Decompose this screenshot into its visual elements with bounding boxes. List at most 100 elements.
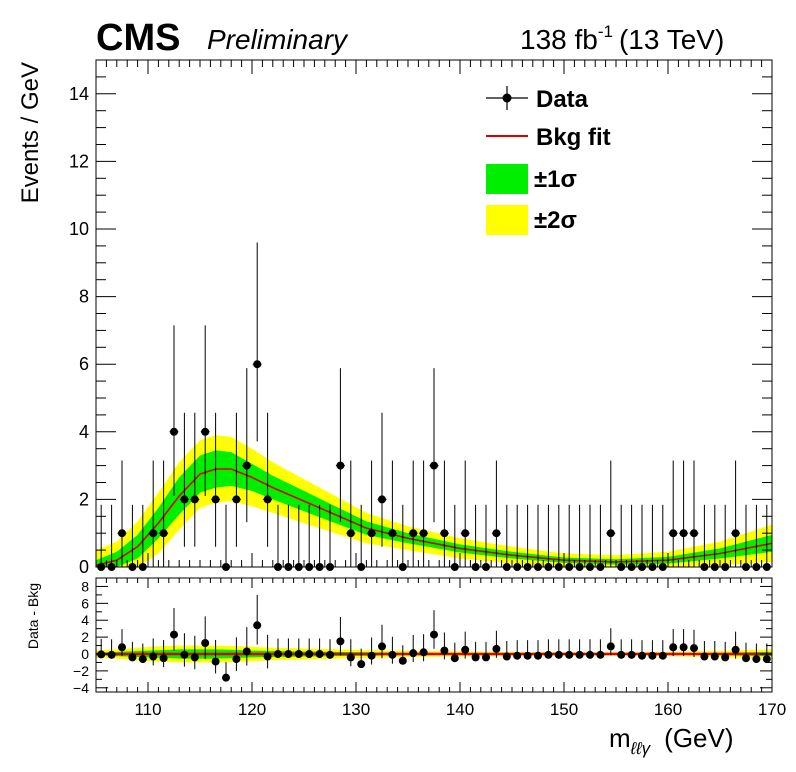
bkg-fit-line [95, 468, 773, 567]
residual-point [149, 652, 158, 661]
legend: Data Bkg fit ±1σ ±2σ [486, 86, 611, 235]
x-tick-label: 120 [238, 700, 266, 719]
legend-data-marker [502, 93, 512, 103]
residual-point [721, 653, 730, 662]
residual-point [242, 647, 251, 656]
residual-point [388, 650, 397, 659]
data-point [731, 529, 740, 538]
bkg-2sigma-band [96, 435, 772, 567]
residual-point [492, 644, 501, 653]
residual-point [201, 639, 210, 648]
residual-point [575, 650, 584, 659]
data-point [367, 529, 376, 538]
residual-point [138, 655, 147, 664]
residual-point [346, 653, 355, 662]
residual-point [409, 649, 418, 658]
main-y-tick-label: 8 [79, 287, 89, 307]
data-point [669, 529, 678, 538]
x-tick-label: 130 [342, 700, 370, 719]
residual-point [118, 643, 126, 652]
residual-point [742, 654, 750, 663]
residual-point [378, 642, 386, 651]
residual-point [627, 650, 636, 659]
data-point [159, 529, 168, 538]
data-point [346, 529, 355, 538]
ratio-y-tick-label: 4 [81, 612, 89, 628]
residual-point [669, 643, 678, 652]
residual-point [190, 653, 199, 662]
residual-point [596, 650, 605, 659]
residual-point [336, 637, 345, 646]
residual-point [502, 652, 511, 661]
ratio-y-tick-label: −2 [73, 663, 89, 679]
main-ylabel: Events / GeV [17, 62, 44, 203]
data-point [149, 529, 158, 538]
residual-point [263, 652, 272, 661]
residual-point [294, 650, 303, 658]
residual-point [617, 650, 626, 659]
residual-point [159, 654, 168, 663]
main-y-tick-label: 10 [69, 219, 89, 239]
main-y-tick-label: 12 [69, 151, 89, 171]
experiment-label: CMS [96, 17, 180, 59]
data-point [606, 529, 615, 538]
residual-point [315, 650, 324, 658]
residual-point [762, 655, 771, 664]
residual-point [523, 651, 532, 660]
ratio-y-tick-label: −4 [73, 680, 89, 696]
main-y-tick-label: 0 [79, 557, 89, 577]
residual-point [357, 660, 366, 669]
residual-point [638, 651, 646, 660]
residual-point [222, 673, 230, 682]
ratio-y-tick-label: 2 [81, 629, 89, 645]
residual-point [461, 645, 470, 654]
data-point [170, 427, 178, 436]
legend-sigma1-swatch [486, 164, 528, 194]
data-point [679, 529, 688, 538]
status-label: Preliminary [207, 24, 349, 55]
residual-point [253, 621, 262, 630]
data-point [232, 495, 241, 504]
ratio-y-tick-label: 6 [81, 595, 89, 611]
lumi-label: 138 fb-1 (13 TeV) [520, 22, 724, 55]
ratio-y-tick-label: 0 [81, 646, 89, 662]
residual-point [731, 645, 740, 654]
residual-point [471, 653, 480, 662]
main-y-tick-label: 14 [69, 84, 89, 104]
residual-point [274, 650, 282, 658]
residual-point [128, 653, 137, 662]
x-tick-label: 160 [654, 700, 682, 719]
residual-point [430, 630, 438, 639]
data-point [211, 495, 220, 504]
ratio-ylabel: Data - Bkg [25, 583, 41, 649]
residual-point [586, 650, 594, 659]
residual-point [679, 643, 688, 652]
residual-point [606, 642, 615, 651]
main-y-tick-label: 4 [79, 422, 89, 442]
legend-sigma1-label: ±1σ [534, 166, 577, 193]
legend-bkg-label: Bkg fit [536, 124, 611, 151]
legend-data-label: Data [536, 86, 589, 113]
residual-point [482, 653, 490, 662]
residual-point [658, 651, 667, 660]
residual-point [450, 654, 459, 663]
x-axis-label: mℓℓγ (GeV) [609, 723, 734, 758]
data-point [440, 529, 449, 538]
residual-point [513, 651, 522, 660]
residual-point [440, 646, 449, 655]
residual-point [326, 650, 334, 659]
data-point [190, 495, 199, 504]
residual-point [180, 650, 189, 659]
residual-point [211, 657, 220, 666]
main-y-tick-label: 2 [79, 489, 89, 509]
residual-point [544, 650, 553, 659]
data-point [492, 529, 501, 538]
data-point [180, 495, 189, 504]
residual-point [367, 651, 376, 660]
residual-point [700, 652, 709, 661]
x-tick-label: 170 [758, 700, 786, 719]
data-point [201, 427, 210, 436]
data-point [409, 529, 418, 538]
data-point [430, 461, 438, 470]
data-point [461, 529, 470, 538]
